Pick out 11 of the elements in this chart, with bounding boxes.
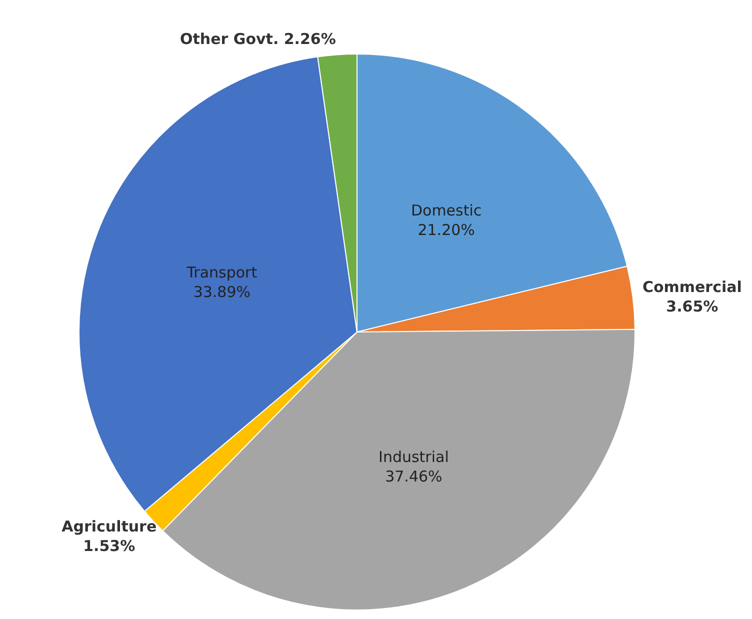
slice-label: Other Govt. 2.26% bbox=[180, 30, 336, 48]
data-label: 1.53% bbox=[83, 537, 136, 556]
slice-label: Transport bbox=[186, 264, 258, 282]
data-label: 37.46% bbox=[385, 467, 442, 486]
data-label: 3.65% bbox=[666, 298, 718, 316]
data-label: 33.89% bbox=[193, 283, 251, 302]
slice-label: Industrial bbox=[378, 448, 449, 466]
slice-label: Commercial bbox=[642, 278, 742, 296]
data-label: 21.20% bbox=[418, 220, 475, 239]
slice-label: Domestic bbox=[410, 201, 482, 220]
slice-label: Agriculture bbox=[62, 518, 157, 536]
